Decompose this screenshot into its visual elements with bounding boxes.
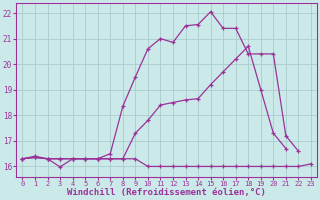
X-axis label: Windchill (Refroidissement éolien,°C): Windchill (Refroidissement éolien,°C) bbox=[67, 188, 266, 197]
